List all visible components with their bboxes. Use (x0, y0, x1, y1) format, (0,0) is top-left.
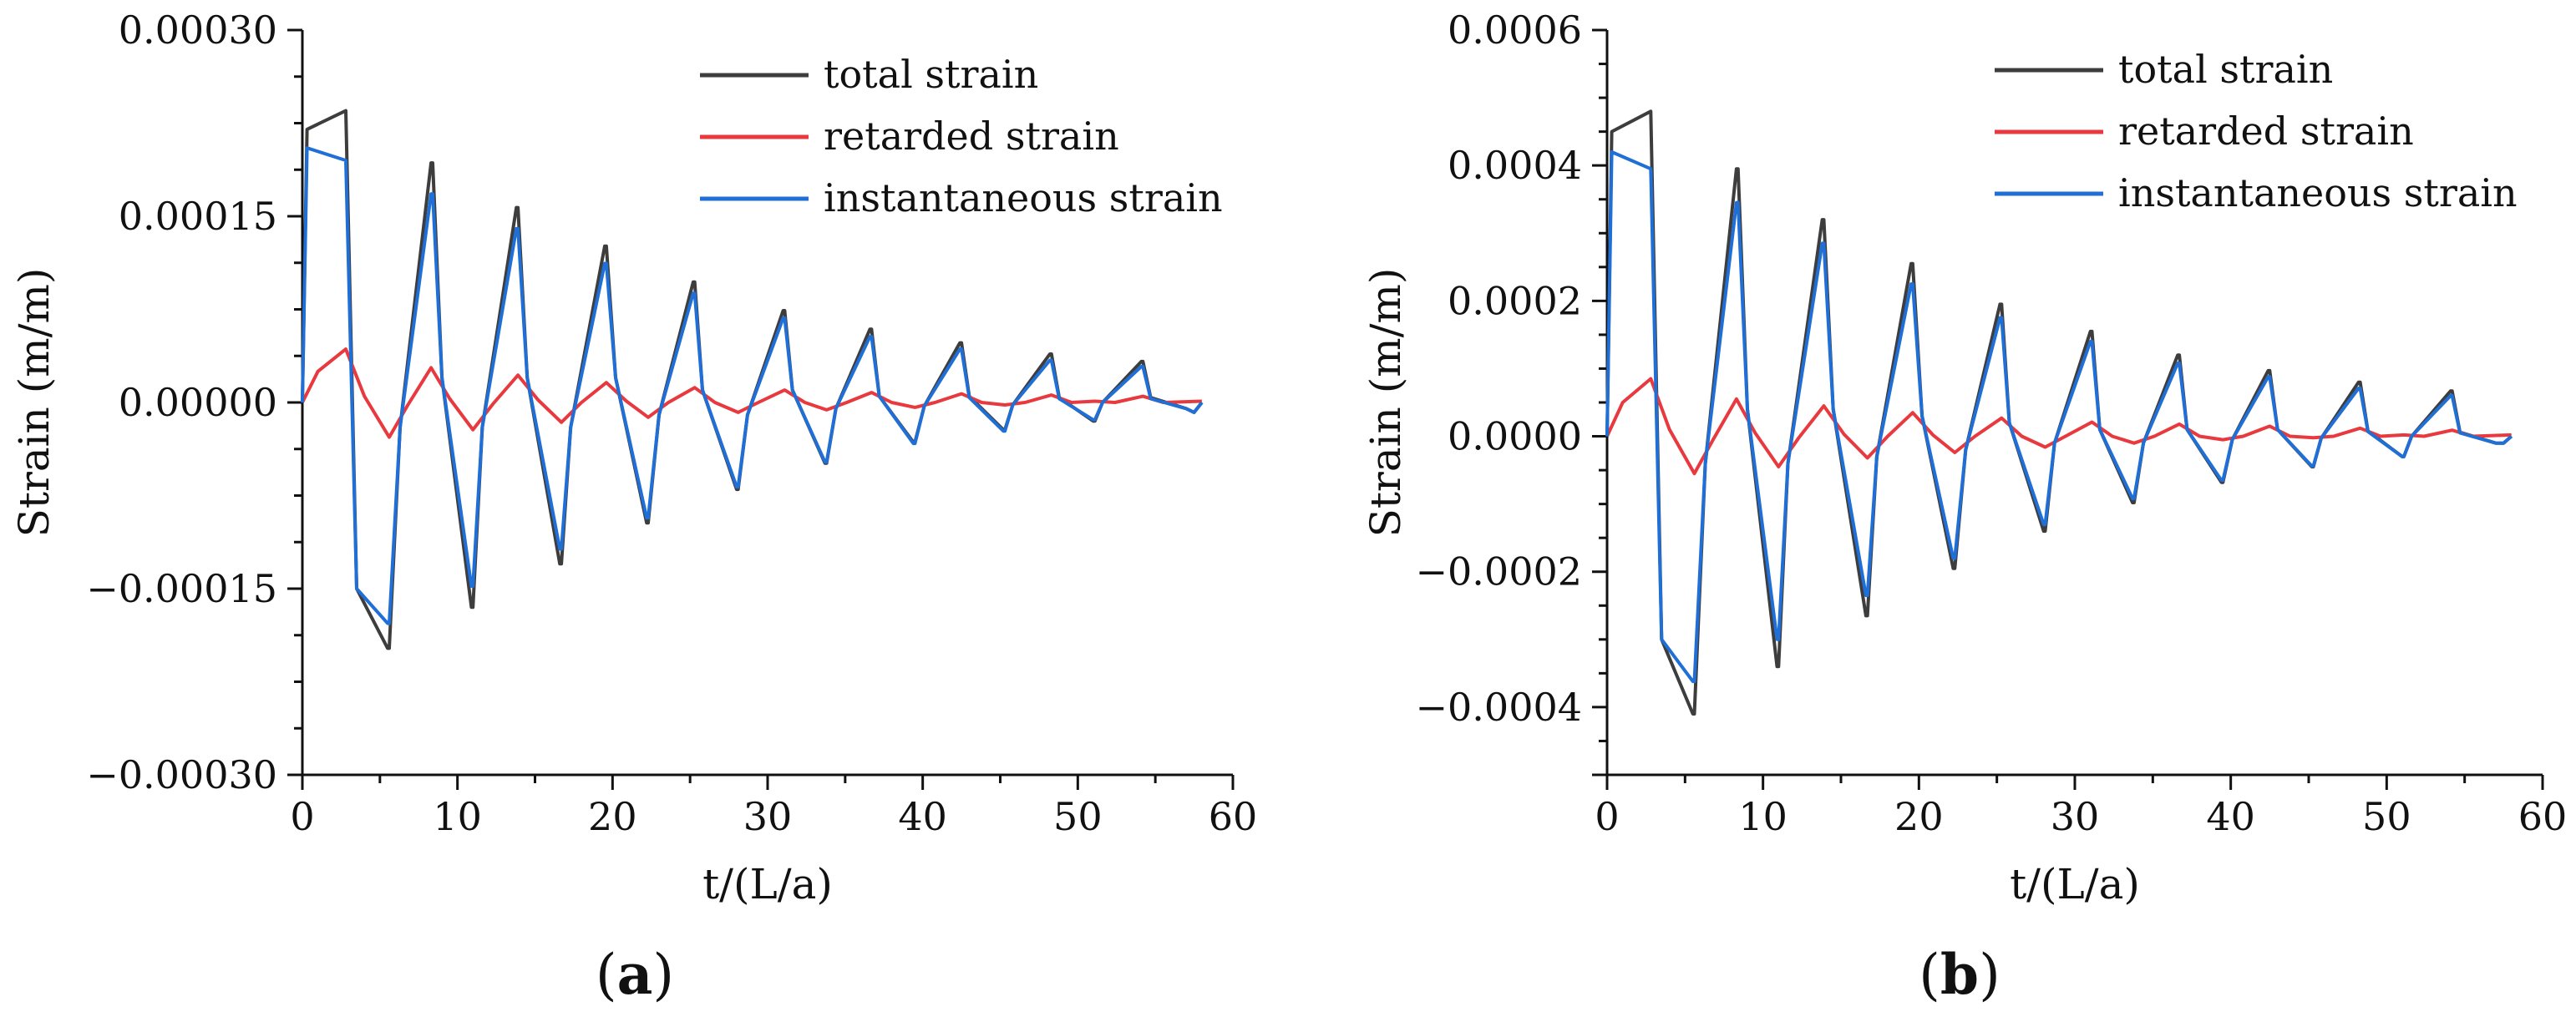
y-tick-label: −0.0004 (1416, 685, 1583, 730)
chart-panel-b: 0 10 20 30 40 50 60 −0.0004 −0.0002 0.0000 0.0002 0… (1362, 8, 2567, 1007)
legend-label: retarded strain (824, 114, 1119, 159)
x-tick-label: 20 (588, 794, 637, 839)
y-tick-label: 0.0000 (1448, 414, 1582, 459)
y-axis-title: Strain (m/m) (10, 268, 58, 538)
x-tick-label: 30 (2051, 794, 2100, 839)
legend-label: instantaneous strain (824, 175, 1223, 220)
x-tick-label: 40 (898, 794, 947, 839)
x-tick-label: 30 (743, 794, 793, 839)
x-tick-label: 0 (290, 794, 314, 839)
x-axis-title: t/(L/a) (702, 860, 833, 908)
chart-panel-a: 0 10 20 30 40 50 60 −0.00030 −0.00015 0.00000 0.00… (10, 8, 1257, 1007)
x-tick-label: 0 (1595, 794, 1619, 839)
y-tick-label: 0.00030 (119, 8, 277, 53)
series-line-instantaneous-strain (301, 146, 1204, 625)
y-tick-label: −0.00015 (86, 566, 277, 611)
y-tick-label: 0.00000 (119, 380, 277, 425)
legend: total strain retarded strain instantaneous… (1995, 47, 2518, 215)
x-tick-label: 20 (1894, 794, 1944, 839)
x-tick-label: 50 (2362, 794, 2411, 839)
x-axis-title: t/(L/a) (2010, 860, 2140, 908)
x-tick-label: 60 (1209, 794, 1258, 839)
legend-label: total strain (2118, 47, 2333, 92)
y-tick-label: 0.0006 (1448, 8, 1582, 53)
y-tick-label: 0.0002 (1448, 278, 1582, 323)
y-tick-label: −0.00030 (86, 752, 277, 797)
series-line-instantaneous-strain (1605, 150, 2513, 684)
legend-label: total strain (824, 52, 1038, 97)
y-tick-label: 0.0004 (1448, 143, 1582, 188)
legend-label: retarded strain (2118, 109, 2414, 154)
series-line-retarded-strain (301, 347, 1202, 439)
x-tick-label: 50 (1053, 794, 1103, 839)
x-tick-label: 10 (1738, 794, 1787, 839)
legend-label: instantaneous strain (2118, 170, 2518, 215)
y-tick-label: 0.00015 (119, 194, 277, 239)
y-axis-title: Strain (m/m) (1362, 268, 1410, 538)
x-tick-label: 40 (2206, 794, 2255, 839)
y-tick-label: −0.0002 (1416, 549, 1583, 594)
panel-label: (a) (596, 942, 674, 1007)
panel-label: (b) (1919, 942, 2000, 1007)
x-tick-label: 10 (433, 794, 482, 839)
x-tick-label: 60 (2518, 794, 2568, 839)
legend: total strain retarded strain instantaneous… (700, 52, 1223, 220)
